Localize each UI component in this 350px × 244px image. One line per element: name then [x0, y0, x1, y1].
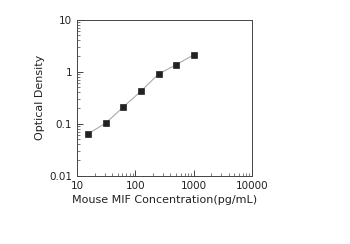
- Y-axis label: Optical Density: Optical Density: [35, 55, 45, 140]
- X-axis label: Mouse MIF Concentration(pg/mL): Mouse MIF Concentration(pg/mL): [72, 195, 257, 205]
